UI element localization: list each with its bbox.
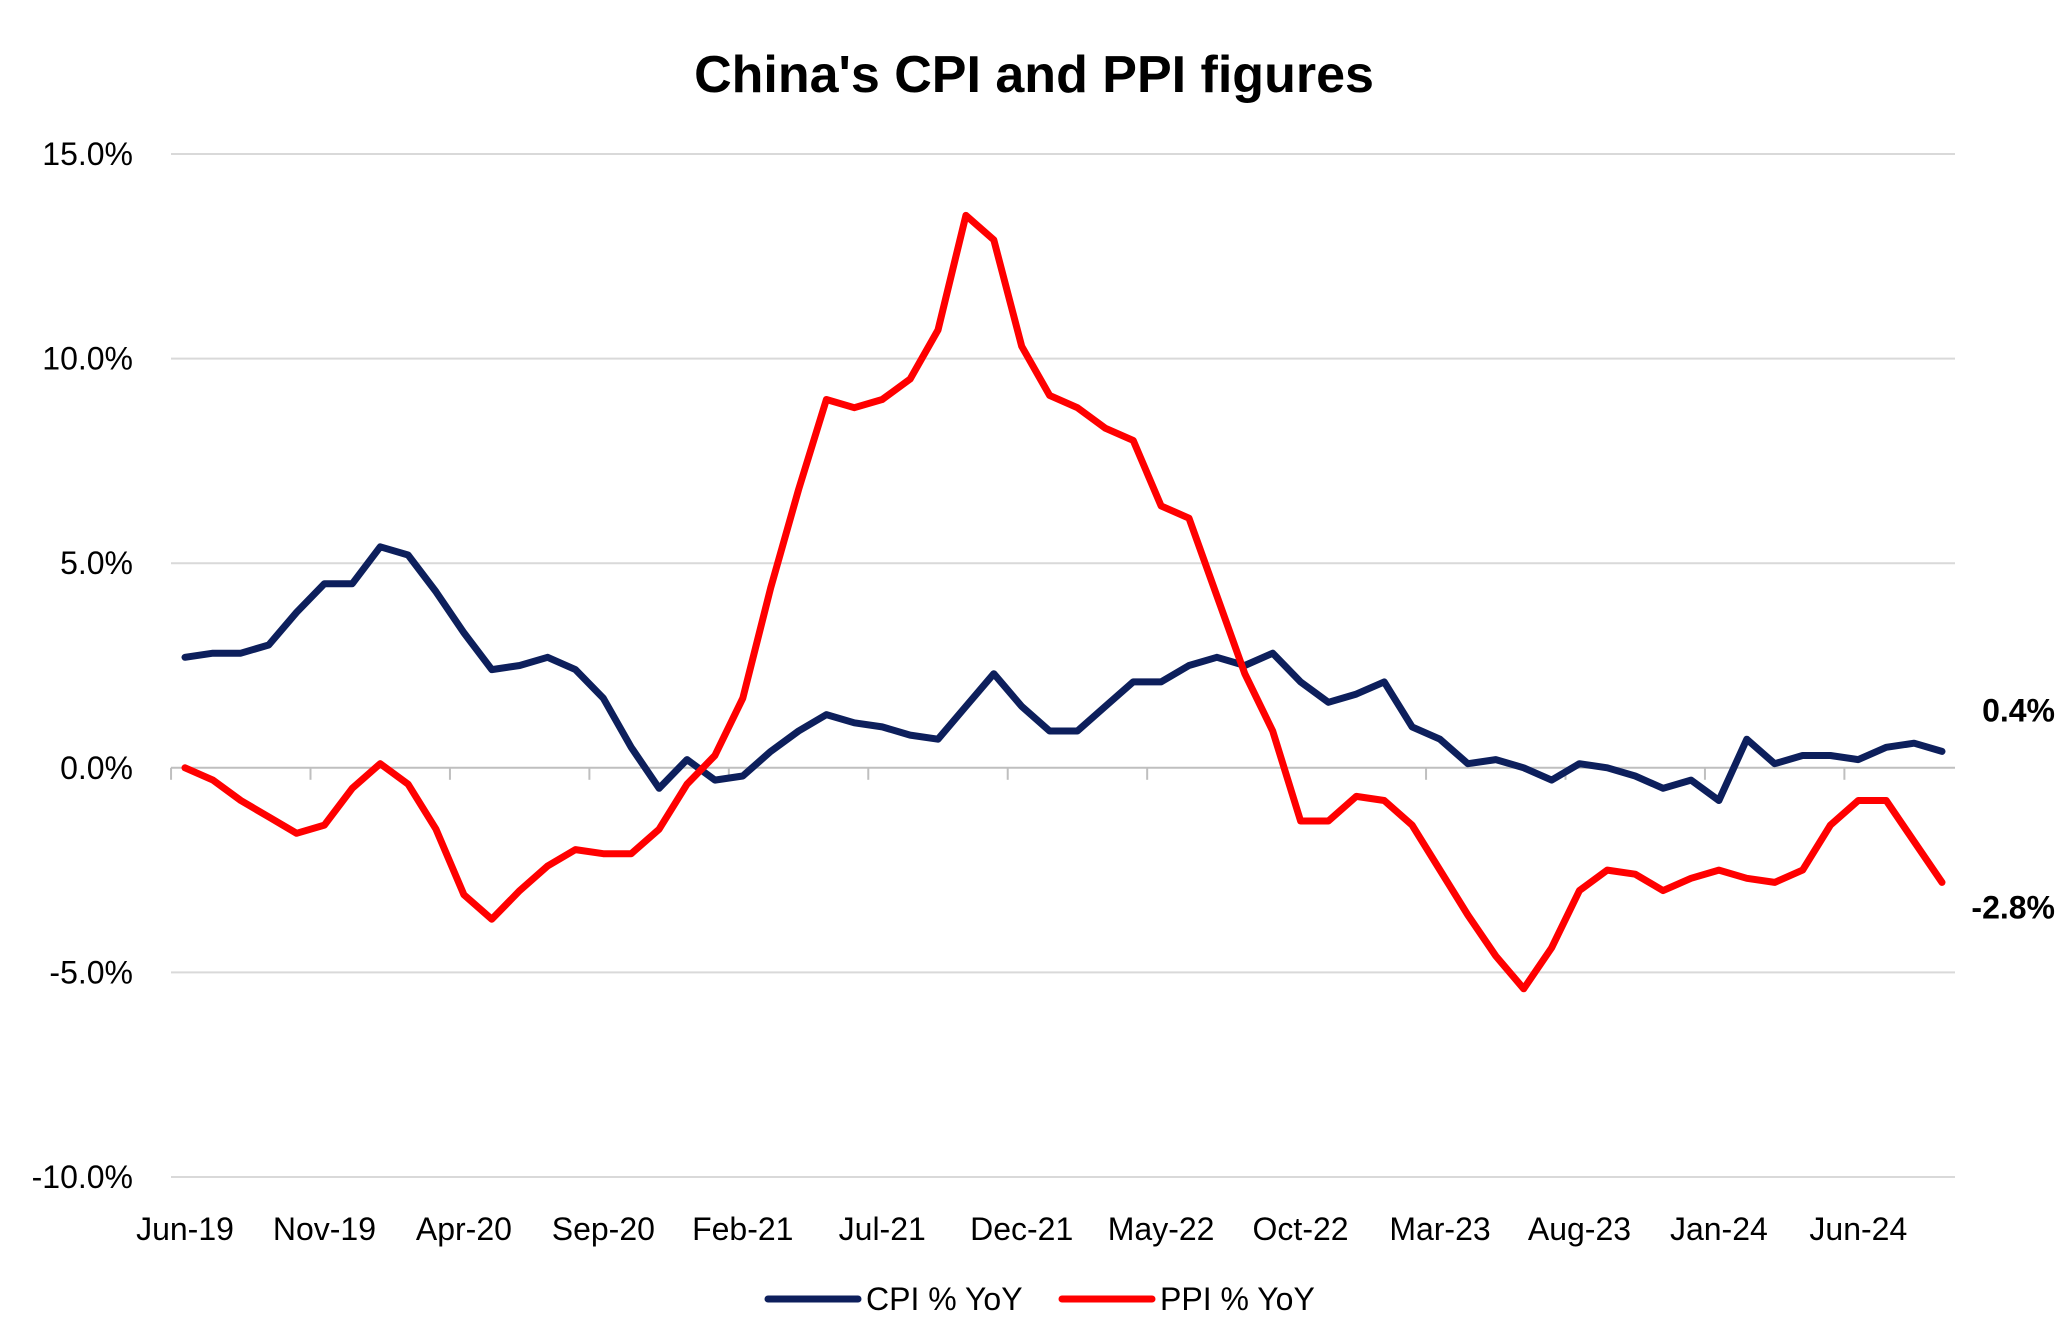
x-tick-label: Nov-19 xyxy=(273,1211,376,1247)
y-tick-label: -5.0% xyxy=(49,954,133,990)
y-tick-label: -10.0% xyxy=(32,1159,133,1195)
x-tick-label: Jun-24 xyxy=(1809,1211,1907,1247)
x-tick-label: Feb-21 xyxy=(692,1211,793,1247)
x-tick-label: Jul-21 xyxy=(839,1211,926,1247)
legend-label: CPI % YoY xyxy=(866,1281,1023,1317)
ppi-end-label: -2.8% xyxy=(1971,889,2055,925)
x-tick-label: Mar-23 xyxy=(1389,1211,1490,1247)
legend-label: PPI % YoY xyxy=(1160,1281,1315,1317)
x-tick-label: Aug-23 xyxy=(1528,1211,1631,1247)
x-tick-label: Apr-20 xyxy=(416,1211,512,1247)
y-tick-label: 5.0% xyxy=(60,545,133,581)
cpi-series-line xyxy=(181,543,1946,804)
legend: CPI % YoY PPI % YoY xyxy=(764,1281,1315,1317)
x-tick-label: Sep-20 xyxy=(552,1211,655,1247)
x-tick-label: Jan-24 xyxy=(1670,1211,1768,1247)
cpi-end-label: 0.4% xyxy=(1982,692,2055,728)
x-tick-label: Jun-19 xyxy=(136,1211,234,1247)
y-tick-label: 0.0% xyxy=(60,750,133,786)
y-tick-label: 10.0% xyxy=(42,341,133,377)
chart-title: China's CPI and PPI figures xyxy=(694,46,1374,104)
x-tick-label: May-22 xyxy=(1108,1211,1215,1247)
ppi-series-line xyxy=(181,211,1946,993)
x-tick-label: Oct-22 xyxy=(1253,1211,1349,1247)
y-tick-label: 15.0% xyxy=(42,136,133,172)
x-tick-label: Dec-21 xyxy=(970,1211,1073,1247)
